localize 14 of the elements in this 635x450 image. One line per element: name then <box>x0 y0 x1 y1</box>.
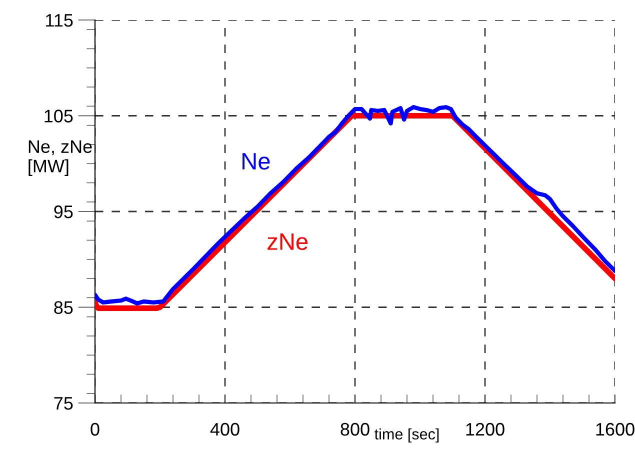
y-tick-label: 85 <box>54 301 73 314</box>
x-tick-label: 1200 <box>466 422 504 436</box>
series-label: zNe <box>268 234 308 250</box>
y-tick-label: 115 <box>46 14 73 27</box>
x-tick-label: 800 <box>340 422 370 436</box>
y-tick-label: 75 <box>54 397 73 410</box>
series-label: Ne <box>242 153 270 170</box>
y-tick-label: 95 <box>54 205 73 218</box>
x-axis-title: time [sec] <box>374 428 439 443</box>
y-tick-label: 105 <box>44 110 73 122</box>
x-tick-label: 400 <box>210 422 240 436</box>
y-axis-title: Ne, zNe [MW] <box>28 140 92 176</box>
x-tick-label: 1600 <box>596 422 634 436</box>
x-tick-label: 0 <box>90 422 100 436</box>
